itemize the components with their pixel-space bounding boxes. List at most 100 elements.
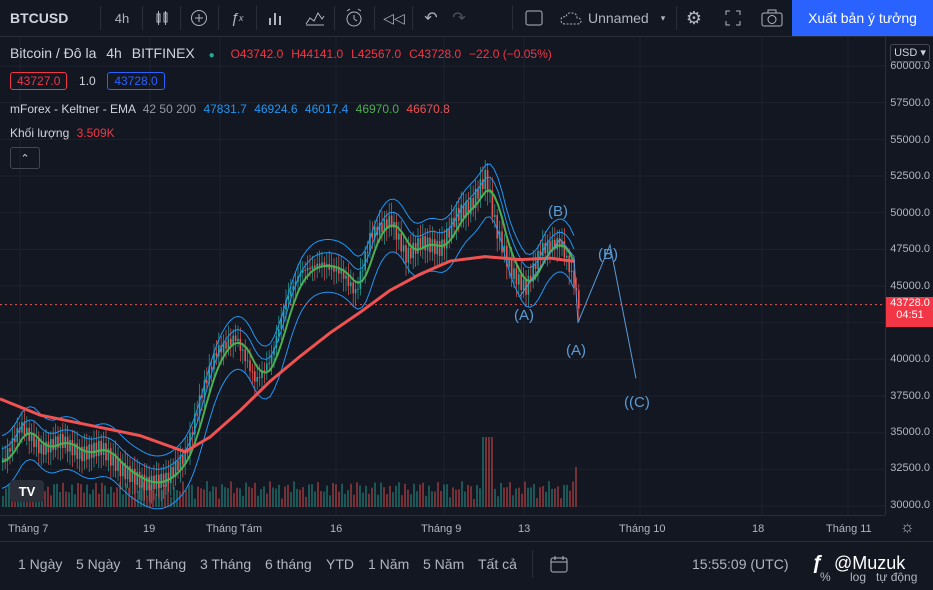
volume-bar: [212, 486, 214, 507]
candle-body: [146, 476, 148, 491]
volume-bar: [281, 498, 283, 507]
utc-clock[interactable]: 15:55:09 (UTC): [692, 556, 789, 572]
log-scale-button[interactable]: log: [850, 570, 867, 584]
volume-bar: [446, 484, 448, 507]
candle-body: [551, 239, 554, 252]
volume-bar: [92, 489, 94, 507]
volume-bar: [314, 491, 316, 507]
candle-body: [568, 255, 570, 273]
settings-gear-icon[interactable]: ⚙: [685, 7, 703, 28]
volume-bar: [188, 485, 190, 507]
volume-bar: [554, 488, 556, 507]
volume-bar: [200, 488, 202, 507]
candle-body: [520, 274, 522, 290]
volume-bar: [218, 498, 220, 507]
range-5d-button[interactable]: 5 Ngày: [76, 556, 121, 572]
financials-icon[interactable]: [264, 0, 286, 36]
compare-add-icon[interactable]: [188, 0, 210, 36]
alert-clock-icon[interactable]: [342, 0, 366, 36]
price-label: 55000.0: [890, 134, 930, 146]
candle-body: [69, 440, 71, 452]
volume-bar: [374, 482, 376, 507]
candle-body: [544, 242, 546, 254]
candle-body: [314, 265, 316, 268]
volume-bar: [488, 437, 490, 507]
volume-bar: [506, 487, 508, 507]
ask-button[interactable]: 43728.0: [107, 72, 165, 90]
candle-body: [292, 286, 294, 291]
volume-bar: [269, 481, 271, 507]
watermark-text: @Muzuk: [834, 553, 906, 573]
tradingview-logo[interactable]: TV: [10, 480, 44, 502]
candle-body: [287, 295, 290, 300]
range-6m-button[interactable]: 6 tháng: [265, 556, 312, 572]
redo-icon[interactable]: ↷: [452, 10, 466, 27]
volume-bar: [419, 484, 421, 507]
candle-body: [172, 466, 174, 477]
range-all-button[interactable]: Tất cả: [478, 556, 517, 572]
candle-body: [122, 463, 124, 477]
keltner-legend: mForex - Keltner - EMA 42 50 200 47831.7…: [10, 102, 450, 116]
fullscreen-icon[interactable]: [722, 0, 744, 36]
volume-bar: [527, 487, 529, 507]
volume-bar: [542, 485, 544, 507]
auto-scale-button[interactable]: tự động: [876, 570, 918, 584]
volume-bar: [2, 496, 4, 507]
candle-body: [117, 458, 119, 471]
replay-icon[interactable]: ◁◁: [383, 9, 405, 26]
range-ytd-button[interactable]: YTD: [326, 556, 354, 572]
bid-button[interactable]: 43727.0: [10, 72, 68, 90]
volume-bar: [563, 484, 565, 507]
templates-icon[interactable]: [302, 0, 328, 36]
volume-bar: [83, 492, 85, 507]
time-scale[interactable]: Tháng 7 19 Tháng Tám 16 Tháng 9 13 Tháng…: [0, 515, 915, 542]
volume-bar: [368, 493, 370, 507]
range-1m-button[interactable]: 1 Tháng: [135, 556, 187, 572]
go-to-date-icon[interactable]: [550, 555, 568, 576]
layout-select-icon[interactable]: [522, 0, 546, 36]
volume-bar: [179, 491, 181, 507]
candle-body: [23, 422, 26, 435]
candle-body: [59, 433, 62, 448]
volume-bar: [173, 486, 175, 507]
timezone-settings-icon[interactable]: ☼: [900, 519, 915, 536]
range-1y-button[interactable]: 1 Năm: [368, 556, 410, 572]
range-3m-button[interactable]: 3 Tháng: [200, 556, 252, 572]
volume-bar: [119, 482, 121, 507]
candle-body: [522, 279, 525, 290]
collapse-legend-button[interactable]: ⌃: [10, 147, 40, 169]
candle-style-icon[interactable]: [150, 0, 174, 36]
volume-bar: [152, 490, 154, 507]
keltner-mid-band: [1, 176, 575, 470]
volume-bar: [344, 493, 346, 507]
candle-body: [242, 349, 244, 351]
candle-body: [527, 275, 530, 295]
candle-body: [467, 201, 470, 215]
currency-select[interactable]: USD ▾: [890, 44, 930, 62]
range-1d-button[interactable]: 1 Ngày: [18, 556, 63, 572]
volume-bar: [494, 488, 496, 507]
candle-body: [573, 270, 575, 289]
volume-bar: [359, 485, 361, 507]
volume-bar: [377, 494, 379, 507]
range-5y-button[interactable]: 5 Năm: [423, 556, 465, 572]
camera-snapshot-icon[interactable]: [760, 0, 784, 36]
candle-body: [338, 266, 340, 274]
toolbar-divider: [100, 6, 101, 30]
candle-body: [102, 443, 105, 456]
candle-body: [165, 472, 167, 487]
symbol-search-button[interactable]: BTCUSD: [10, 10, 69, 26]
undo-icon[interactable]: ↶: [424, 10, 438, 27]
candle-body: [359, 271, 362, 289]
percent-scale-button[interactable]: %: [820, 570, 831, 584]
price-scale[interactable]: USD ▾ 60000.0 57500.0 55000.0 52500.0 50…: [885, 37, 933, 515]
volume-bar: [149, 484, 151, 507]
layout-name[interactable]: Unnamed: [588, 10, 649, 26]
candle-body: [131, 468, 134, 483]
chart-pane[interactable]: Bitcoin / Đô la 4h BITFINEX ● O43742.0 H…: [0, 37, 885, 515]
chevron-down-icon[interactable]: ▾: [660, 12, 666, 23]
publish-idea-button[interactable]: Xuất bản ý tưởng: [792, 0, 933, 36]
interval-button[interactable]: 4h: [114, 10, 130, 26]
candle-body: [244, 349, 246, 361]
